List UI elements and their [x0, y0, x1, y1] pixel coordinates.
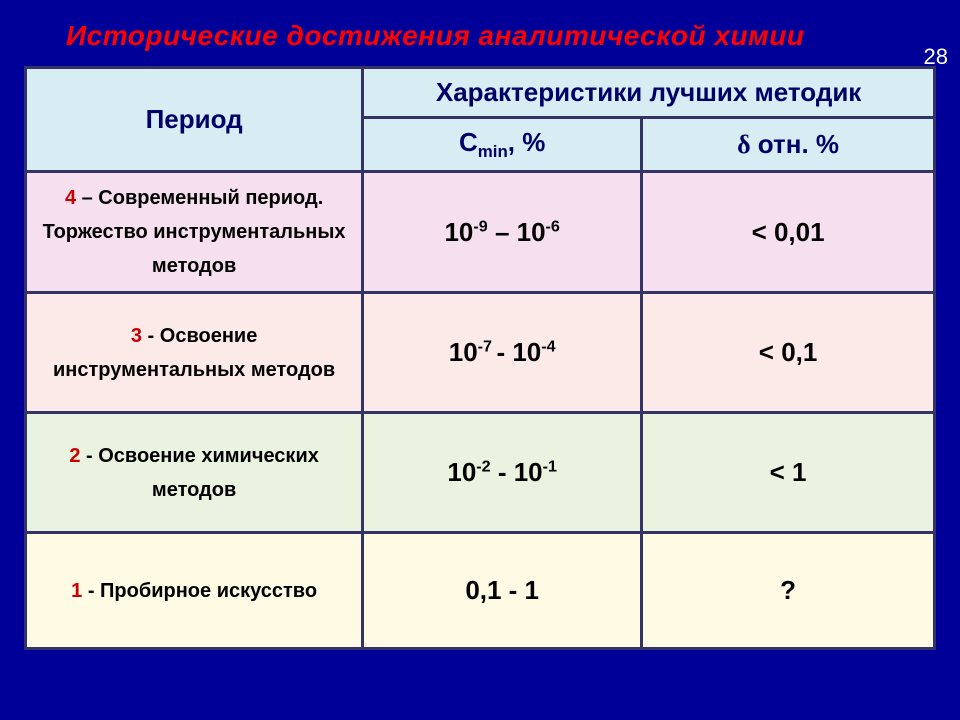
row-num: 4 — [65, 187, 76, 209]
row-period-text: - Освоение химических методов — [80, 445, 318, 501]
cell-cmin: 0,1 - 1 — [363, 533, 642, 649]
cmin-prefix: С — [459, 127, 478, 157]
cmin-base1: 10 — [447, 457, 476, 487]
page-number: 28 — [924, 44, 948, 70]
cell-delta: < 0,01 — [642, 172, 935, 293]
cell-delta: < 0,1 — [642, 293, 935, 413]
row-period-text: - Пробирное искусство — [82, 580, 317, 602]
cmin-mid: – 10 — [488, 217, 546, 247]
cell-delta: ? — [642, 533, 935, 649]
cmin-exp1: -2 — [476, 458, 490, 476]
delta-symbol: δ — [737, 130, 751, 159]
th-period: Период — [26, 68, 363, 172]
table-row: 4 – Современный период. Торжество инстру… — [26, 172, 935, 293]
history-table: Период Характеристики лучших методик Сmi… — [24, 66, 936, 650]
th-characteristics: Характеристики лучших методик — [363, 68, 935, 118]
cmin-base1: 10 — [444, 217, 473, 247]
cell-cmin: 10-7 - 10-4 — [363, 293, 642, 413]
row-period-text: - Освоение инструментальных методов — [53, 325, 335, 381]
cell-period: 3 - Освоение инструментальных методов — [26, 293, 363, 413]
cell-cmin: 10-9 – 10-6 — [363, 172, 642, 293]
cmin-exp2: -4 — [541, 338, 555, 356]
th-delta: δ отн. % — [642, 118, 935, 172]
slide-title: Исторические достижения аналитической хи… — [0, 0, 960, 66]
cmin-base1: 10 — [449, 337, 478, 367]
row-period-text: – Современный период. Торжество инструме… — [43, 187, 346, 277]
cmin-mid: - 10 — [496, 337, 541, 367]
cell-period: 4 – Современный период. Торжество инстру… — [26, 172, 363, 293]
cmin-suffix: , % — [508, 127, 546, 157]
cell-delta: < 1 — [642, 413, 935, 533]
cell-period: 1 - Пробирное искусство — [26, 533, 363, 649]
cmin-exp1: -7 — [478, 338, 497, 356]
table-row: 3 - Освоение инструментальных методов 10… — [26, 293, 935, 413]
cmin-mid: - 10 — [491, 457, 543, 487]
cmin-exp1: -9 — [473, 217, 487, 235]
table-row: 2 - Освоение химических методов 10-2 - 1… — [26, 413, 935, 533]
delta-rest: отн. % — [751, 129, 839, 159]
cell-cmin: 10-2 - 10-1 — [363, 413, 642, 533]
cmin-sub: min — [478, 142, 508, 161]
row-num: 2 — [69, 445, 80, 467]
th-cmin: Сmin, % — [363, 118, 642, 172]
cmin-exp2: -6 — [546, 217, 560, 235]
table-row: 1 - Пробирное искусство 0,1 - 1 ? — [26, 533, 935, 649]
row-num: 1 — [71, 580, 82, 602]
cell-period: 2 - Освоение химических методов — [26, 413, 363, 533]
row-num: 3 — [131, 325, 142, 347]
cmin-exp2: -1 — [543, 458, 557, 476]
